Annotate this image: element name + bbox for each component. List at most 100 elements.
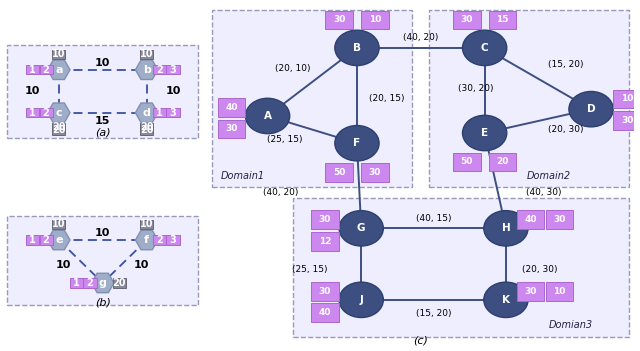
FancyBboxPatch shape [153, 108, 166, 117]
Text: 2: 2 [43, 65, 49, 75]
Text: c: c [56, 108, 62, 118]
Text: 2: 2 [43, 108, 49, 118]
Text: 50: 50 [461, 158, 473, 166]
Text: a: a [55, 65, 63, 75]
FancyBboxPatch shape [26, 65, 39, 74]
Polygon shape [47, 60, 70, 80]
Text: (40, 15): (40, 15) [416, 214, 451, 223]
FancyBboxPatch shape [212, 11, 412, 187]
Text: 10: 10 [56, 260, 72, 270]
Text: 1: 1 [29, 108, 36, 118]
FancyBboxPatch shape [453, 153, 481, 171]
Polygon shape [136, 60, 158, 80]
Text: 20: 20 [52, 125, 65, 135]
Text: 15: 15 [496, 15, 509, 25]
Circle shape [484, 211, 528, 246]
FancyBboxPatch shape [166, 108, 180, 117]
FancyBboxPatch shape [516, 282, 545, 301]
Text: 10: 10 [165, 86, 180, 96]
Text: 30: 30 [461, 15, 473, 25]
FancyBboxPatch shape [453, 11, 481, 29]
Text: b: b [143, 65, 150, 75]
FancyBboxPatch shape [40, 108, 52, 117]
Text: 30: 30 [333, 15, 345, 25]
Text: 2: 2 [156, 65, 163, 75]
FancyBboxPatch shape [52, 220, 65, 229]
Circle shape [484, 282, 528, 318]
FancyBboxPatch shape [361, 163, 388, 181]
Circle shape [335, 30, 379, 66]
FancyBboxPatch shape [311, 232, 339, 251]
Text: 2: 2 [86, 278, 93, 288]
FancyBboxPatch shape [140, 220, 153, 229]
FancyBboxPatch shape [311, 303, 339, 322]
FancyBboxPatch shape [361, 11, 388, 29]
FancyBboxPatch shape [489, 11, 516, 29]
Circle shape [463, 115, 507, 151]
Text: (20, 30): (20, 30) [548, 125, 583, 134]
Text: (20, 10): (20, 10) [275, 64, 311, 73]
Circle shape [335, 126, 379, 161]
Circle shape [463, 30, 507, 66]
FancyBboxPatch shape [489, 153, 516, 171]
FancyBboxPatch shape [429, 11, 629, 187]
Text: 10: 10 [134, 260, 150, 270]
Text: B: B [353, 43, 361, 53]
Text: 30: 30 [621, 116, 634, 125]
Text: 30: 30 [319, 215, 332, 224]
FancyBboxPatch shape [52, 126, 65, 135]
Text: (b): (b) [95, 297, 111, 307]
Text: 20: 20 [140, 125, 154, 135]
Polygon shape [136, 230, 158, 250]
Text: 10: 10 [25, 86, 40, 96]
Text: (20, 30): (20, 30) [522, 265, 557, 274]
Text: 20: 20 [497, 158, 509, 166]
FancyBboxPatch shape [40, 65, 52, 74]
FancyBboxPatch shape [613, 111, 640, 130]
Text: 10: 10 [52, 49, 65, 59]
Text: Domain1: Domain1 [221, 171, 265, 181]
FancyBboxPatch shape [325, 163, 353, 181]
FancyBboxPatch shape [546, 282, 573, 301]
Text: A: A [264, 111, 271, 121]
Text: 20: 20 [52, 122, 65, 132]
Text: (25, 15): (25, 15) [292, 265, 328, 274]
FancyBboxPatch shape [140, 49, 153, 59]
Text: 20: 20 [113, 278, 126, 288]
FancyBboxPatch shape [52, 123, 65, 132]
Text: 10: 10 [95, 228, 111, 238]
Text: (20, 15): (20, 15) [369, 94, 404, 104]
Text: 40: 40 [524, 215, 537, 224]
Text: g: g [99, 278, 107, 288]
Text: (a): (a) [95, 127, 111, 137]
Text: 1: 1 [156, 108, 163, 118]
Text: 10: 10 [369, 15, 381, 25]
FancyBboxPatch shape [26, 108, 39, 117]
Text: 20: 20 [140, 122, 154, 132]
Text: 30: 30 [319, 287, 332, 296]
Text: 10: 10 [52, 219, 65, 230]
FancyBboxPatch shape [546, 211, 573, 229]
Text: 3: 3 [170, 235, 177, 245]
Text: D: D [587, 104, 595, 114]
Text: (15, 20): (15, 20) [548, 60, 583, 69]
Text: 2: 2 [43, 235, 49, 245]
FancyBboxPatch shape [166, 236, 180, 245]
FancyBboxPatch shape [52, 49, 65, 59]
Circle shape [246, 98, 290, 134]
FancyBboxPatch shape [166, 65, 180, 74]
Text: (40, 20): (40, 20) [403, 33, 438, 42]
Text: 1: 1 [73, 278, 80, 288]
Text: 30: 30 [369, 168, 381, 177]
FancyBboxPatch shape [140, 126, 153, 135]
Text: 50: 50 [333, 168, 345, 177]
Text: 1: 1 [29, 65, 36, 75]
Text: (40, 20): (40, 20) [262, 188, 298, 197]
Text: (25, 15): (25, 15) [267, 135, 302, 144]
Text: 3: 3 [170, 108, 177, 118]
Text: 10: 10 [140, 49, 154, 59]
Text: 3: 3 [170, 65, 177, 75]
FancyBboxPatch shape [293, 198, 629, 337]
Circle shape [339, 282, 383, 318]
FancyBboxPatch shape [40, 236, 52, 245]
